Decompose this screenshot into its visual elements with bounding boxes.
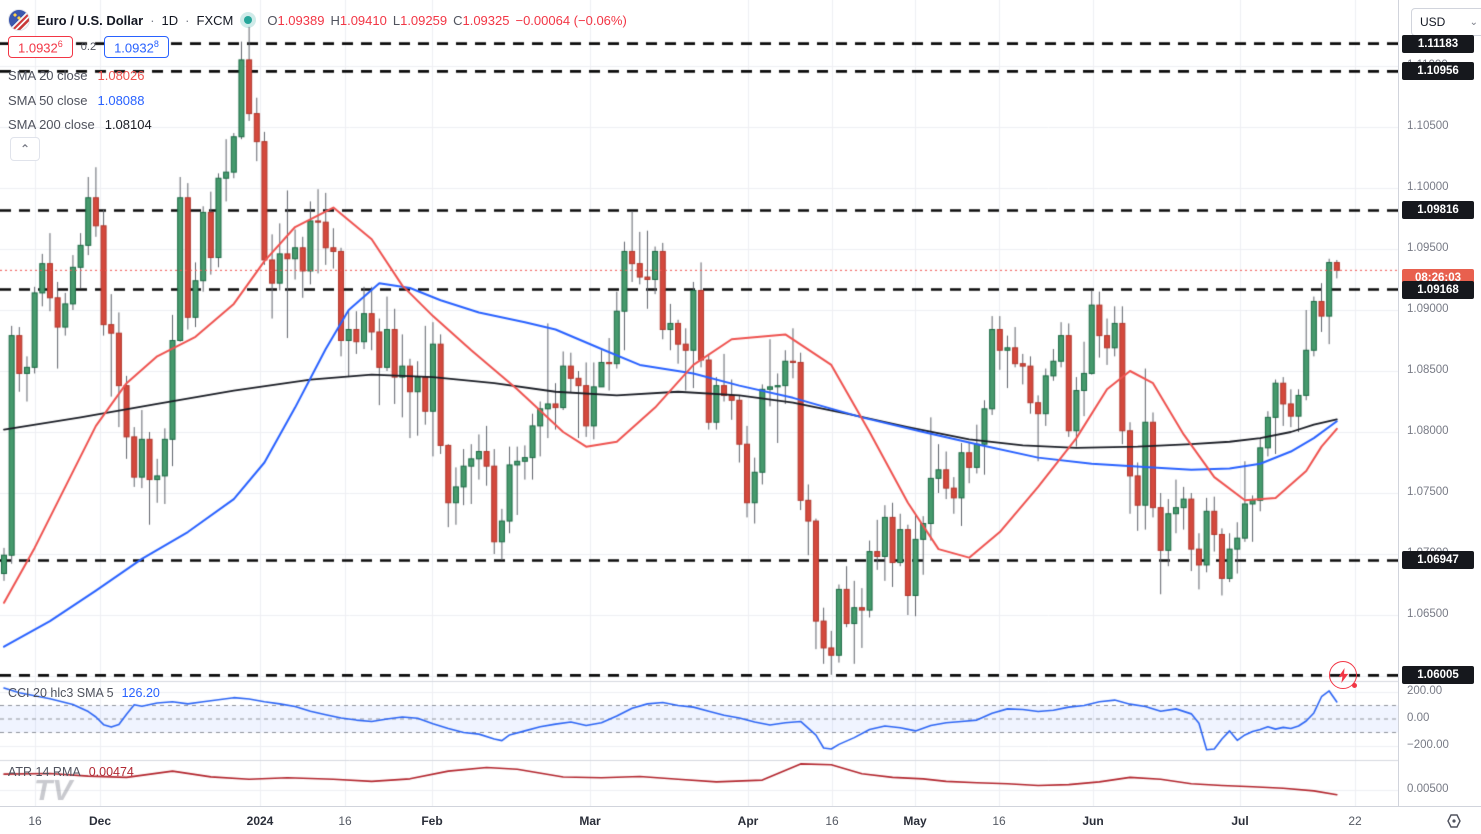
cci-tick-label: −200.00 (1407, 739, 1449, 751)
close-value: 1.09325 (462, 12, 510, 28)
price-tick-label: 1.08000 (1407, 425, 1449, 437)
time-tick-label: Jul (1231, 814, 1249, 828)
indicator-legend-sma200[interactable]: SMA 200 close 1.08104 (8, 116, 152, 132)
price-level-badge: 1.09168 (1402, 280, 1474, 299)
price-level-badge: 1.06005 (1402, 666, 1474, 685)
high-value: 1.09410 (339, 12, 387, 28)
price-level-badge: 1.06947 (1402, 551, 1474, 570)
low-value: 1.09259 (400, 12, 448, 28)
market-status-icon[interactable] (240, 12, 257, 28)
chevron-down-icon: ⌄ (1469, 16, 1478, 28)
price-level-badge: 1.10956 (1402, 62, 1474, 81)
notification-dot (1352, 683, 1357, 688)
symbol-header: Euro / U.S. Dollar · 1D · FXCM O1.09389 … (8, 8, 627, 32)
cci-indicator-legend[interactable]: CCI 20 hlc3 SMA 5 126.20 (8, 686, 160, 700)
time-tick-label: Dec (88, 814, 112, 828)
symbol-title[interactable]: Euro / U.S. Dollar (37, 12, 144, 28)
price-tick-label: 1.07500 (1407, 486, 1449, 498)
time-tick-label: Mar (579, 814, 601, 828)
time-tick-label: Feb (421, 814, 443, 828)
quick-trade-lightning-icon[interactable] (1329, 661, 1357, 689)
price-level-badge: 1.09816 (1402, 201, 1474, 220)
ohlc-values: O1.09389 H1.09410 L1.09259 C1.09325 −0.0… (267, 12, 627, 28)
exchange-label[interactable]: FXCM (196, 12, 234, 28)
currency-unit-button[interactable]: USD ⌄ (1411, 8, 1481, 36)
price-tick-label: 1.09000 (1407, 303, 1449, 315)
price-level-badge: 1.11183 (1402, 34, 1474, 53)
separator-dot: · (150, 12, 155, 28)
time-tick-label: Apr (737, 814, 759, 828)
price-axis[interactable]: USD ⌄ 1.110001.105001.100001.095001.0900… (1398, 0, 1481, 806)
atr-tick-label: 0.00500 (1407, 783, 1449, 795)
cci-tick-label: 200.00 (1407, 685, 1443, 697)
price-tick-label: 1.10000 (1407, 181, 1449, 193)
time-tick-label: Jun (1082, 814, 1104, 828)
time-tick-label: May (903, 814, 927, 828)
cci-tick-label: 0.00 (1407, 712, 1430, 724)
axis-settings-icon[interactable] (1444, 812, 1464, 830)
unit-label: USD (1420, 15, 1446, 29)
sma50-value: 1.08088 (97, 92, 145, 108)
atr-indicator-legend[interactable]: ATR 14 RMA 0.00474 (8, 765, 134, 779)
time-tick-label: 22 (1348, 814, 1362, 828)
sell-button[interactable]: 1.09326 (8, 36, 73, 59)
sma20-value: 1.08026 (97, 67, 145, 83)
time-tick-label: 16 (28, 814, 42, 828)
spread-value: 0.2 (80, 41, 97, 54)
bid-ask-row: 1.09326 0.2 1.09328 (8, 36, 169, 59)
time-tick-label: 2024 (246, 814, 274, 828)
time-tick-label: 16 (825, 814, 839, 828)
price-tick-label: 1.08500 (1407, 364, 1449, 376)
buy-button[interactable]: 1.09328 (104, 36, 169, 59)
legend-collapse-button[interactable]: ⌃ (10, 137, 40, 161)
atr-value: 0.00474 (88, 765, 134, 779)
chevron-up-icon: ⌃ (19, 142, 31, 156)
interval-label[interactable]: 1D (161, 12, 179, 28)
price-tick-label: 1.09500 (1407, 242, 1449, 254)
time-axis[interactable]: 16 Dec 2024 16 Feb Mar Apr 16 May 16 Jun Jul 22 (0, 806, 1481, 834)
change-value: −0.00064 (−0.06%) (515, 12, 627, 28)
sma200-value: 1.08104 (104, 116, 152, 132)
cci-value: 126.20 (121, 686, 160, 700)
indicator-legend-sma50[interactable]: SMA 50 close 1.08088 (8, 92, 145, 108)
indicator-legend-sma20[interactable]: SMA 20 close 1.08026 (8, 67, 145, 83)
eur-usd-flags-icon (8, 9, 30, 31)
price-tick-label: 1.06500 (1407, 608, 1449, 620)
separator-dot: · (185, 12, 190, 28)
time-tick-label: 16 (992, 814, 1006, 828)
price-tick-label: 1.10500 (1407, 120, 1449, 132)
open-value: 1.09389 (277, 12, 325, 28)
time-tick-label: 16 (338, 814, 352, 828)
